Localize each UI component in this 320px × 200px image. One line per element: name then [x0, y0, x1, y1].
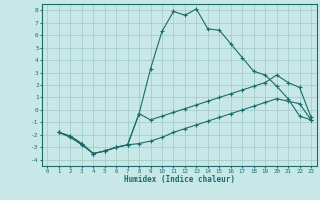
- X-axis label: Humidex (Indice chaleur): Humidex (Indice chaleur): [124, 175, 235, 184]
